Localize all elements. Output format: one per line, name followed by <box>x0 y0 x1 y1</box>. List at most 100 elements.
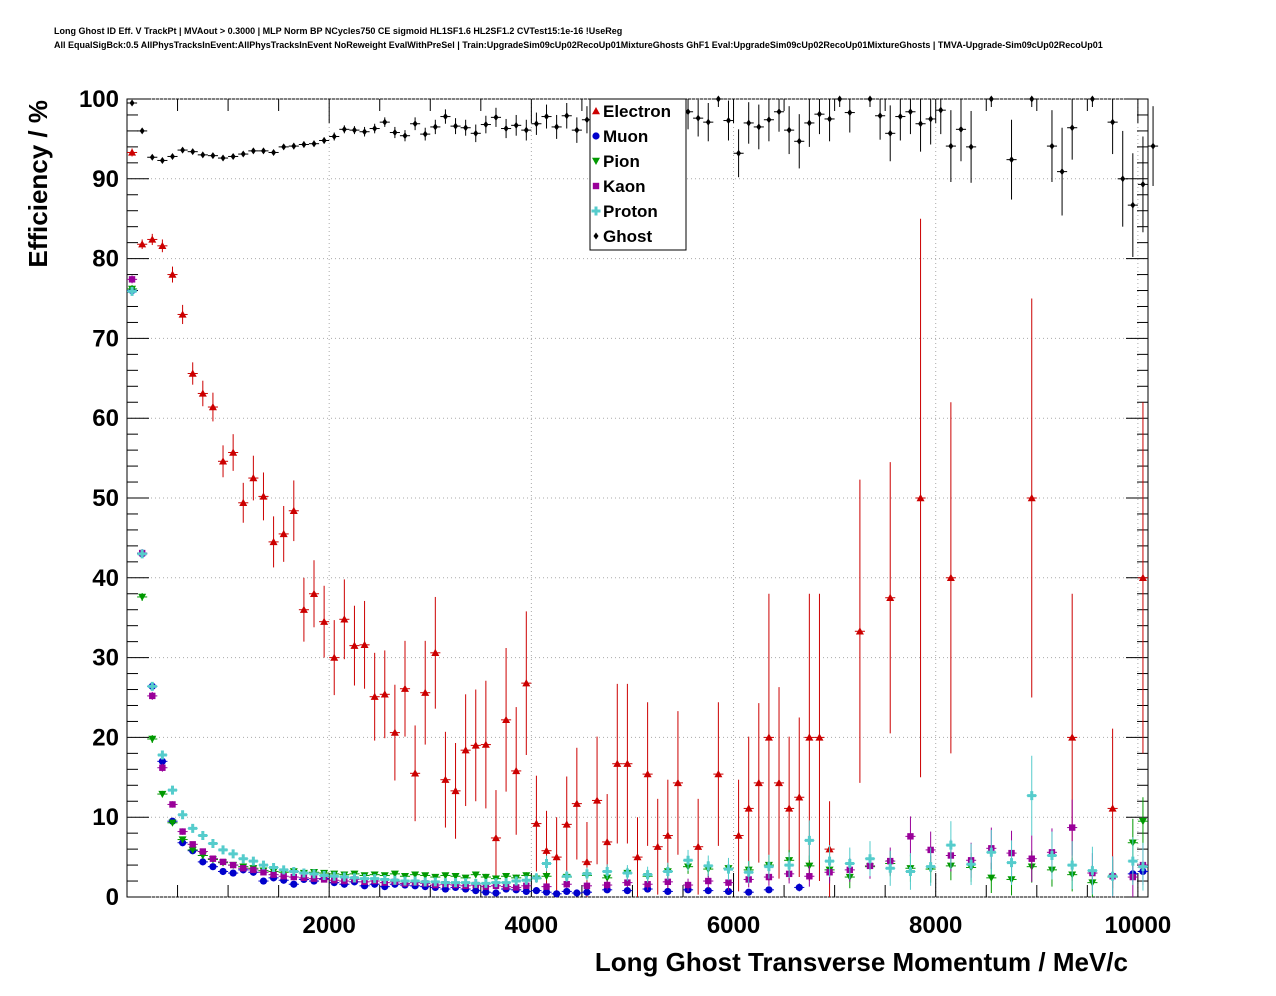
ghost-point <box>210 152 216 160</box>
proton-point <box>440 878 450 888</box>
muon-point <box>482 888 490 896</box>
ghost-point <box>766 116 772 124</box>
electron-point <box>916 494 925 502</box>
proton-point <box>1108 871 1118 881</box>
pion-point <box>502 873 511 881</box>
proton-point <box>188 823 198 833</box>
legend-label-ghost: Ghost <box>603 227 652 246</box>
y-tick-label: 60 <box>92 405 119 432</box>
proton-point <box>430 877 440 887</box>
kaon-point <box>664 878 672 886</box>
electron-point <box>582 857 591 866</box>
ghost-point <box>816 110 822 118</box>
kaon-point <box>189 841 196 848</box>
proton-point <box>622 868 632 878</box>
ghost-point <box>1029 95 1035 103</box>
kaon-point <box>583 882 591 890</box>
kaon-point <box>563 881 570 888</box>
legend-marker-ghost <box>593 232 599 240</box>
electron-point <box>330 653 339 661</box>
electron-point <box>249 474 258 482</box>
proton-point <box>1027 791 1037 801</box>
proton-point <box>228 849 238 859</box>
ghost-point <box>180 146 186 154</box>
electron-point <box>431 648 440 657</box>
proton-point <box>926 862 936 872</box>
electron-point <box>502 715 511 724</box>
electron-point <box>208 403 217 411</box>
proton-point <box>380 874 390 884</box>
proton-point <box>491 878 501 888</box>
kaon-point <box>523 882 530 890</box>
ghost-point <box>554 123 560 131</box>
kaon-point <box>725 879 732 886</box>
electron-point <box>229 448 238 456</box>
ghost-point <box>1120 175 1126 183</box>
muon-point <box>795 883 803 892</box>
electron-point <box>1108 804 1117 812</box>
ghost-point <box>513 121 519 129</box>
muon-point <box>724 887 733 896</box>
legend-marker-muon <box>592 132 600 140</box>
electron-point <box>138 240 147 248</box>
ghost-point <box>1089 95 1095 103</box>
electron-point <box>532 819 541 827</box>
pion-point <box>471 871 480 879</box>
x-tick-label: 4000 <box>505 912 558 939</box>
kaon-point <box>624 879 631 886</box>
ghost-point <box>796 137 802 145</box>
proton-point <box>602 866 612 876</box>
proton-point <box>703 861 713 871</box>
kaon-point <box>907 833 914 840</box>
ghost-point <box>685 108 691 116</box>
pion-point <box>542 873 551 881</box>
proton-point <box>1087 866 1097 876</box>
ghost-point <box>887 129 893 137</box>
legend-box <box>589 98 687 251</box>
electron-point <box>1068 733 1077 741</box>
pion-point <box>168 819 177 827</box>
ghost-point <box>928 115 934 123</box>
electron-point <box>815 733 824 741</box>
kaon-point <box>209 855 217 862</box>
electron-point <box>613 759 622 767</box>
ghost-point <box>281 143 287 151</box>
ghost-point <box>715 95 721 103</box>
ghost-point <box>311 140 317 148</box>
electron-point <box>805 733 814 741</box>
legend-marker-pion <box>592 157 600 165</box>
pion-point <box>421 872 430 880</box>
ghost-point <box>897 113 903 121</box>
proton-point <box>471 878 481 888</box>
ghost-point <box>432 123 438 131</box>
ghost-point <box>968 143 974 151</box>
proton-point <box>157 750 167 760</box>
pion-point <box>987 874 996 882</box>
ghost-point <box>827 115 833 123</box>
ghost-point <box>149 153 155 161</box>
kaon-point <box>310 875 318 882</box>
ghost-point <box>544 113 550 121</box>
ghost-point <box>453 122 459 130</box>
kaon-point <box>270 871 277 878</box>
electron-point <box>411 769 420 777</box>
ghost-point <box>291 142 297 150</box>
series-pion <box>127 284 1148 897</box>
y-axis-label: Efficiency / % <box>23 100 53 268</box>
pion-point <box>188 846 197 854</box>
electron-point <box>219 457 228 465</box>
electron-point <box>593 796 602 804</box>
ghost-point <box>503 125 509 133</box>
ghost-point <box>422 130 428 138</box>
proton-point <box>825 856 835 866</box>
muon-point <box>745 888 753 896</box>
proton-point <box>643 870 653 880</box>
ghost-point <box>776 108 782 116</box>
proton-point <box>562 871 572 881</box>
electron-point <box>370 692 379 700</box>
ghost-point <box>1069 124 1075 132</box>
kaon-point <box>290 873 297 881</box>
legend-label-pion: Pion <box>603 152 640 171</box>
proton-point <box>582 869 592 879</box>
proton-point <box>663 866 673 876</box>
